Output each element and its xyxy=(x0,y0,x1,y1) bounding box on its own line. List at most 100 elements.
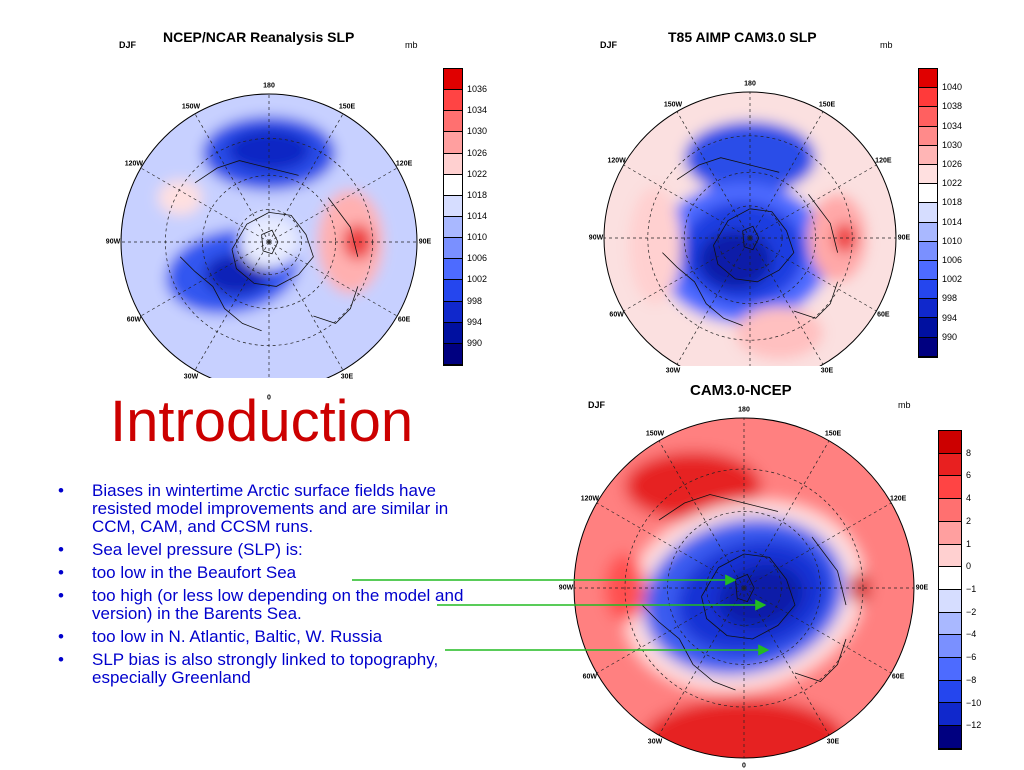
map-title: CAM3.0-NCEP xyxy=(690,382,792,399)
colorbar-tick-label: −4 xyxy=(966,629,977,640)
colorbar-swatch xyxy=(939,703,961,727)
colorbar-swatch xyxy=(444,195,462,217)
longitude-label: 120E xyxy=(889,495,907,503)
bullet-glyph: • xyxy=(58,627,64,646)
map-title: NCEP/NCAR Reanalysis SLP xyxy=(163,29,355,45)
longitude-label: 180 xyxy=(744,80,756,88)
longitude-label: 60E xyxy=(877,311,890,319)
bullet-item: • too high (or less low depending on the … xyxy=(54,587,484,623)
colorbar-swatch xyxy=(444,132,462,154)
colorbar-swatch xyxy=(444,174,462,196)
colorbar-swatch xyxy=(919,107,937,127)
colorbar-swatch xyxy=(919,280,937,300)
longitude-label: 150W xyxy=(181,103,201,111)
colorbar-tick-label: 1002 xyxy=(942,274,963,285)
colorbar-tick-label: 4 xyxy=(966,493,972,504)
bullet-item: • Biases in wintertime Arctic surface fie… xyxy=(54,482,484,536)
colorbar-swatch xyxy=(444,280,462,302)
bullet-text: Sea level pressure (SLP) is: xyxy=(92,540,303,559)
colorbar-swatch xyxy=(939,726,961,749)
longitude-label: 90W xyxy=(558,584,574,592)
colorbar-swatch xyxy=(939,476,961,500)
colorbar-tick-label: 1010 xyxy=(467,232,488,243)
colorbar-tick-label: 994 xyxy=(467,316,483,327)
bullet-glyph: • xyxy=(58,481,64,500)
colorbar-tick-label: 1014 xyxy=(942,216,963,227)
longitude-label: 150W xyxy=(663,101,683,109)
colorbar-tick-label: 1018 xyxy=(942,197,963,208)
polar-map-2 xyxy=(603,91,897,366)
colorbar-swatch xyxy=(444,259,462,281)
colorbar-swatch xyxy=(444,238,462,260)
coastlines xyxy=(662,157,838,326)
longitude-label: 150E xyxy=(338,103,356,111)
map-border xyxy=(603,91,897,366)
coastlines xyxy=(179,160,359,332)
longitude-label: 120E xyxy=(395,160,413,168)
colorbar-swatch xyxy=(919,203,937,223)
colorbar-swatch xyxy=(919,337,937,357)
colorbar-swatch xyxy=(444,111,462,133)
colorbar-swatch xyxy=(444,216,462,239)
colorbar-swatch xyxy=(939,499,961,522)
longitude-label: 30E xyxy=(826,738,840,746)
longitude-label: 30E xyxy=(820,367,834,375)
graticule xyxy=(121,94,417,378)
colorbar-tick-label: 1026 xyxy=(942,159,963,169)
longitude-label: 90W xyxy=(588,234,604,242)
bullet-item: • too low in the Beaufort Sea xyxy=(54,564,484,582)
pressure-field-region xyxy=(625,452,761,520)
bullet-text: too low in N. Atlantic, Baltic, W. Russi… xyxy=(92,627,383,646)
colorbar-swatch xyxy=(939,680,961,704)
longitude-label: 180 xyxy=(263,82,275,90)
colorbar-tick-label: 8 xyxy=(966,447,972,458)
pressure-field-region xyxy=(735,306,823,360)
colorbar-tick-label: 1002 xyxy=(467,274,488,285)
colorbar-tick-label: −2 xyxy=(966,606,977,617)
bullet-text: too high (or less low depending on the m… xyxy=(92,586,464,623)
season-label: DJF xyxy=(119,40,137,50)
colorbar-swatch xyxy=(444,322,462,344)
colorbar-swatch xyxy=(939,612,961,636)
colorbar-tick-label: 2 xyxy=(966,515,972,526)
ncep-slp-map-panel: NCEP/NCAR Reanalysis SLP DJF mb 180 150E 1… xyxy=(106,26,497,402)
pressure-field-region xyxy=(833,223,857,253)
colorbar-swatch xyxy=(939,544,961,568)
longitude-label: 60E xyxy=(891,673,905,681)
bullet-text: SLP bias is also strongly linked to topo… xyxy=(92,650,439,687)
units-label: mb xyxy=(880,40,893,50)
longitude-label: 30E xyxy=(340,373,354,381)
bullet-glyph: • xyxy=(58,563,64,582)
bullet-glyph: • xyxy=(58,650,64,669)
graticule xyxy=(604,92,896,366)
colorbar-tick-label: −6 xyxy=(966,652,977,663)
colorbar-swatch xyxy=(919,318,937,338)
longitude-label: 150W xyxy=(645,430,665,438)
colorbar-tick-label: 1036 xyxy=(467,84,488,95)
longitude-label: 60W xyxy=(609,311,624,319)
longitude-label: 30W xyxy=(647,738,663,746)
colorbar xyxy=(443,68,463,366)
colorbar-swatch xyxy=(444,90,462,112)
colorbar-swatch xyxy=(919,88,937,108)
colorbar-tick-label: 994 xyxy=(942,312,958,323)
colorbar-tick-label: 1030 xyxy=(942,139,963,150)
colorbar-tick-label: 1022 xyxy=(467,168,488,179)
bullet-item: • too low in N. Atlantic, Baltic, W. Russ… xyxy=(54,628,484,646)
longitude-label: 0 xyxy=(267,394,271,402)
colorbar-tick-label: 1 xyxy=(966,538,972,549)
colorbar-tick-label: 1026 xyxy=(467,147,488,158)
colorbar-tick-label: −1 xyxy=(966,584,977,594)
colorbar-tick-label: 998 xyxy=(467,295,483,306)
colorbar-tick-label: 990 xyxy=(942,331,958,342)
colorbar-swatch xyxy=(919,164,937,185)
colorbar-swatch xyxy=(939,658,961,681)
pressure-field-region xyxy=(343,224,373,260)
colorbar xyxy=(918,68,938,358)
longitude-label: 60W xyxy=(582,673,598,681)
longitude-label: 120W xyxy=(580,495,599,503)
colorbar-swatch xyxy=(919,299,937,319)
map-border xyxy=(573,417,915,759)
longitude-label: 0 xyxy=(742,762,746,770)
colorbar-tick-label: 1018 xyxy=(467,189,488,200)
